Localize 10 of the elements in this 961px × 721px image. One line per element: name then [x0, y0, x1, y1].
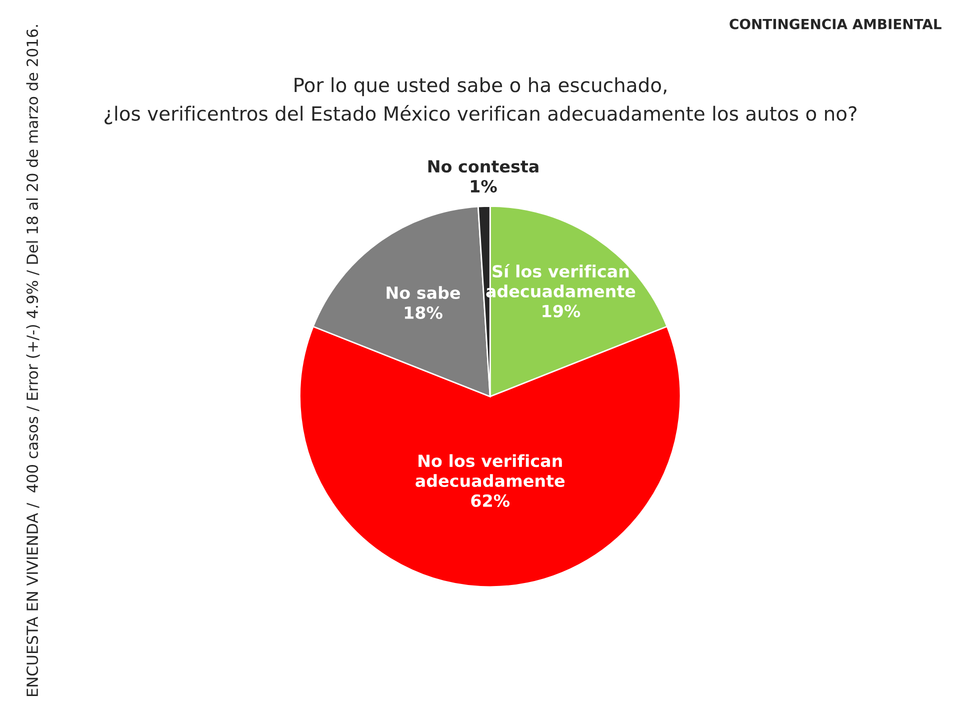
data-label: 18% — [404, 306, 442, 319]
data-label: 1% — [470, 180, 497, 193]
slice-label: No sabe — [386, 286, 460, 300]
text: ENCUESTA EN VIVIENDA / 400 casos / Error (+/-) 4.9% / Del 18 al 20 de marzo de 2016. — [26, 25, 40, 696]
text: CONTINGENCIA AMBIENTAL — [730, 18, 942, 30]
slice-label: No los verifican adecuadamente — [416, 454, 565, 488]
chart-title: Por lo que usted sabe o ha escuchado, ¿los verificentros del Estado México verifican adecuadamente los autos o no? — [104, 77, 856, 124]
data-label: 62% — [471, 494, 510, 507]
data-label: 19% — [542, 304, 580, 318]
slice-label: No contesta — [428, 160, 538, 173]
